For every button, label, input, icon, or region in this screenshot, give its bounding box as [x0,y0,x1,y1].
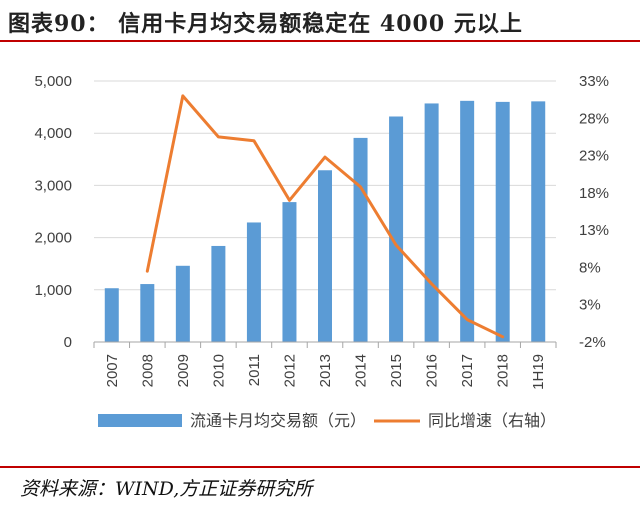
legend-label-line: 同比增速（右轴） [428,411,556,430]
left-tick-label: 1,000 [34,282,72,299]
left-tick-label: 4,000 [34,125,72,142]
bar [211,245,226,342]
chart: 0 1,000 2,000 3,000 4,000 5,000 -2% 3% 8% 13% 18%… [34,73,609,430]
bar-series [104,100,546,342]
legend-label-bar: 流通卡月均交易额（元） [190,411,366,430]
x-tick-label: 2015 [388,354,405,387]
right-tick-label: 23% [579,148,609,165]
bar [104,288,119,342]
bar [424,103,439,342]
right-tick-label: -2% [579,334,606,351]
bar [460,100,475,342]
bar [353,137,368,342]
legend-swatch-bar [98,414,182,427]
x-tick-label: 2011 [246,354,263,386]
x-tick-label: 2017 [459,354,476,387]
right-axis-ticks: -2% 3% 8% 13% 18% 23% 28% 33% [579,73,609,351]
right-tick-label: 8% [579,259,601,276]
bar [246,222,261,342]
bar [140,284,155,342]
source-note: 资料来源：WIND,方正证券研究所 [20,478,313,500]
left-axis-ticks: 0 1,000 2,000 3,000 4,000 5,000 [34,73,72,351]
bar [175,265,190,342]
left-tick-label: 0 [64,334,72,351]
source-rule [0,466,640,468]
right-tick-label: 28% [579,110,609,127]
right-tick-label: 13% [579,222,609,239]
left-tick-label: 2,000 [34,230,72,247]
figure-title: 图表90： 信用卡月均交易额稳定在 4000 元以上 [8,11,523,37]
growth-line [145,94,505,339]
x-tick-label: 2016 [424,354,441,387]
left-tick-label: 5,000 [34,73,72,90]
x-tick-label: 1H19 [530,354,547,390]
axes [93,341,557,348]
bar [282,202,297,342]
right-tick-label: 3% [579,297,601,314]
x-tick-label: 2009 [175,354,192,387]
bar [531,101,546,342]
title-rule [0,40,640,42]
right-tick-label: 18% [579,185,609,202]
x-tick-label: 2012 [281,354,298,387]
x-tick-label: 2010 [210,354,227,387]
x-tick-label: 2018 [495,354,512,387]
x-tick-label: 2014 [353,354,370,387]
bar [318,170,332,342]
x-axis-ticks: 2007 2008 2009 2010 2011 2012 2013 2014 2015 2016… [104,354,547,390]
x-tick-label: 2007 [104,354,121,387]
bar [389,116,404,342]
left-tick-label: 3,000 [34,177,72,194]
x-tick-label: 2013 [317,354,334,387]
bar [495,101,510,342]
line-series [145,94,505,339]
legend: 流通卡月均交易额（元） 同比增速（右轴） [98,411,556,430]
right-tick-label: 33% [579,73,609,90]
x-tick-label: 2008 [139,354,156,387]
